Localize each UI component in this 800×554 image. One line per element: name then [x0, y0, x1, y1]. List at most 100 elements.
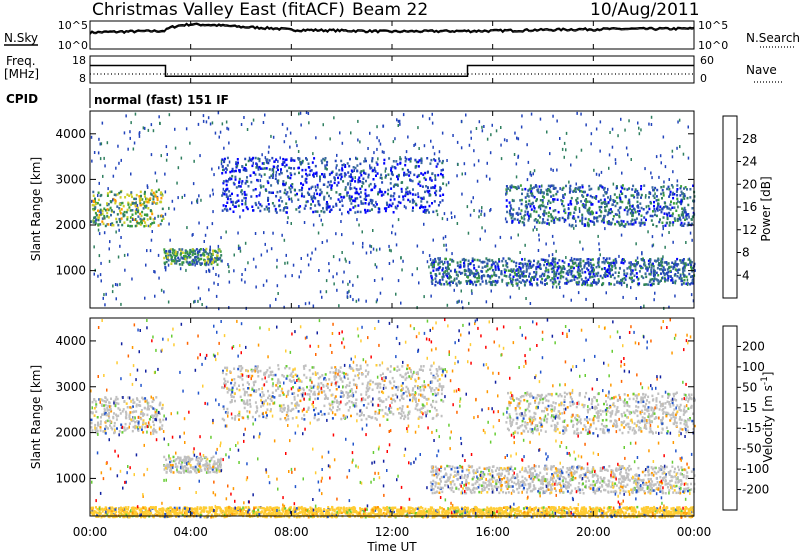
power-noise-cell [534, 225, 536, 229]
power-noise-cell [552, 114, 554, 118]
power-echo-cell [465, 280, 468, 283]
velocity-echo-cell [137, 422, 140, 425]
power-echo-cell [568, 191, 571, 194]
power-echo-cell [611, 261, 614, 265]
power-noise-cell [595, 127, 598, 131]
power-echo-cell [126, 218, 129, 221]
power-echo-cell [452, 260, 455, 263]
power-echo-cell [452, 281, 454, 284]
power-echo-cell [546, 282, 548, 285]
velocity-echo-cell [169, 460, 172, 464]
power-echo-cell [252, 188, 255, 192]
power-echo-cell [174, 252, 177, 255]
power-echo-cell [588, 270, 591, 274]
power-echo-cell [527, 259, 530, 263]
velocity-echo-cell [161, 406, 164, 410]
power-echo-cell [203, 258, 206, 262]
power-echo-cell [692, 281, 695, 284]
power-echo-cell [446, 272, 449, 275]
power-echo-cell [199, 263, 202, 266]
power-echo-cell [181, 251, 184, 254]
velocity-echo-cell [420, 416, 423, 419]
velocity-echo-cell [221, 417, 224, 421]
power-echo-cell [527, 195, 530, 198]
velocity-echo-cell [140, 417, 143, 421]
power-echo-cell [368, 209, 371, 212]
power-noise-cell [549, 152, 551, 156]
power-echo-cell [319, 175, 321, 178]
power-colorbar-tick-label: 28 [742, 132, 757, 146]
power-echo-cell [660, 264, 663, 267]
power-noise-cell [174, 146, 177, 150]
velocity-echo-cell [243, 390, 246, 394]
power-echo-cell [390, 187, 393, 190]
velocity-echo-cell [242, 387, 245, 391]
velocity-echo-cell [206, 463, 209, 467]
power-noise-cell [138, 132, 140, 136]
power-noise-cell [110, 222, 112, 226]
power-noise-cell [132, 218, 134, 221]
power-echo-cell [438, 157, 440, 160]
velocity-echo-cell [208, 464, 211, 467]
velocity-echo-cell [415, 404, 418, 408]
power-echo-cell [119, 211, 122, 215]
power-echo-cell [145, 197, 148, 200]
power-noise-cell [241, 181, 243, 185]
power-echo-cell [465, 269, 468, 272]
power-echo-cell [442, 262, 445, 266]
velocity-echo-cell [317, 418, 320, 421]
power-echo-cell [666, 187, 669, 191]
power-echo-cell [435, 165, 438, 168]
power-noise-cell [345, 259, 347, 263]
power-echo-cell [551, 263, 554, 266]
power-echo-cell [165, 260, 168, 264]
power-echo-cell [535, 267, 538, 271]
velocity-echo-cell [324, 378, 327, 382]
power-noise-cell [150, 192, 152, 196]
power-echo-cell [509, 277, 512, 280]
power-noise-cell [544, 283, 546, 286]
power-noise-cell [473, 149, 475, 153]
power-echo-cell [623, 281, 626, 284]
power-noise-cell [98, 232, 101, 236]
power-noise-cell [130, 172, 132, 176]
velocity-echo-cell [169, 466, 172, 470]
velocity-echo-cell [230, 393, 232, 396]
power-noise-cell [183, 193, 186, 197]
power-echo-cell [521, 279, 524, 282]
power-echo-cell [679, 201, 681, 204]
power-echo-cell [272, 165, 275, 168]
power-echo-cell [656, 267, 659, 270]
power-noise-cell [674, 294, 676, 298]
power-echo-cell [327, 180, 330, 184]
power-noise-cell [390, 249, 392, 253]
power-echo-cell [549, 201, 552, 204]
power-noise-cell [517, 137, 520, 141]
power-echo-cell [448, 263, 451, 266]
power-noise-cell [342, 280, 344, 284]
power-echo-cell [234, 175, 237, 179]
power-echo-cell [320, 210, 323, 213]
velocity-echo-cell [124, 416, 127, 419]
velocity-echo-cell [262, 415, 265, 419]
power-noise-cell [640, 128, 642, 132]
velocity-echo-cell [91, 411, 94, 414]
power-echo-cell [518, 221, 521, 224]
velocity-echo-cell [154, 410, 157, 414]
power-echo-cell [521, 188, 524, 191]
power-echo-cell [655, 195, 658, 198]
velocity-echo-cell [275, 389, 278, 392]
power-colorbar-tick-label: 16 [742, 200, 757, 214]
velocity-echo-cell [395, 386, 398, 389]
power-echo-cell [545, 269, 548, 272]
power-noise-cell [648, 122, 650, 126]
power-echo-cell [601, 261, 604, 264]
power-noise-cell [153, 270, 155, 273]
velocity-echo-cell [423, 395, 426, 399]
power-echo-cell [529, 215, 532, 218]
power-echo-cell [612, 261, 615, 265]
power-echo-cell [669, 190, 672, 194]
power-noise-cell [367, 147, 369, 150]
power-echo-cell [317, 200, 320, 203]
power-echo-cell [603, 261, 606, 265]
